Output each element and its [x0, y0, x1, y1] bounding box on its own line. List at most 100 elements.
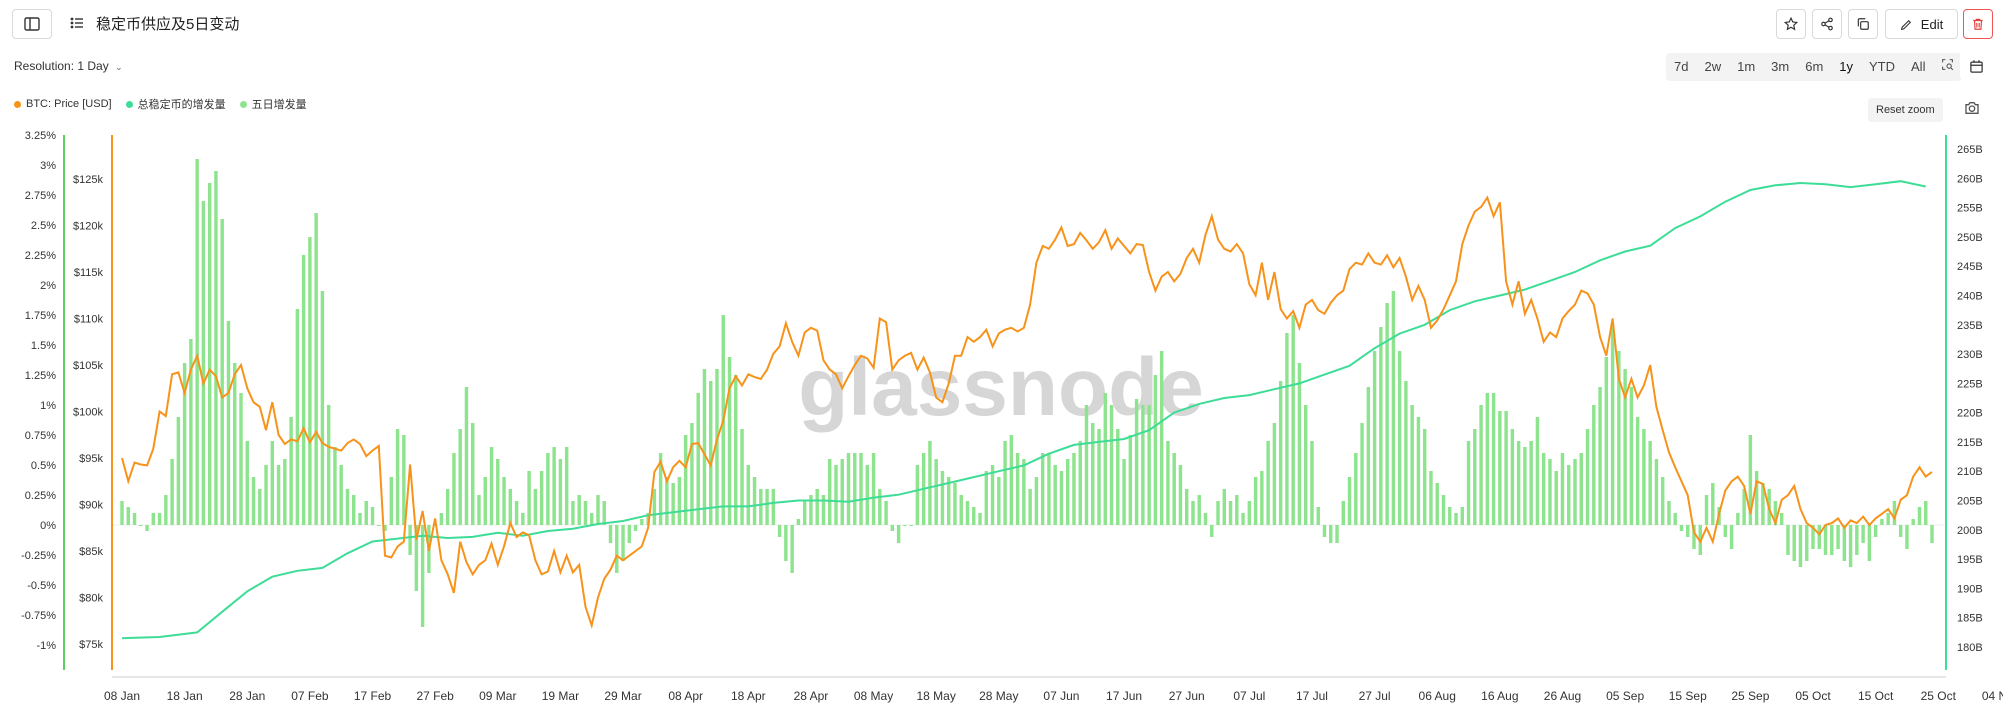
five-day-change-bar — [364, 501, 368, 525]
legend-item-price[interactable]: BTC: Price [USD] — [14, 96, 112, 112]
five-day-change-bar — [1241, 513, 1245, 525]
five-day-change-bar — [1159, 351, 1164, 525]
duplicate-button[interactable] — [1848, 9, 1878, 39]
five-day-change-bar — [1798, 525, 1803, 567]
calendar-button[interactable] — [1960, 52, 1992, 80]
range-6m[interactable]: 6m — [1805, 59, 1824, 74]
five-day-change-bar — [220, 219, 224, 525]
share-icon — [1821, 17, 1833, 31]
five-day-change-bar — [1009, 435, 1014, 525]
five-day-change-bar — [1911, 519, 1915, 525]
delete-button[interactable] — [1963, 9, 1993, 39]
x-tick-label: 27 Jun — [1169, 689, 1205, 703]
five-day-change-bar — [590, 513, 594, 525]
supply-tick-label: 220B — [1957, 408, 1983, 420]
legend-item-supply[interactable]: 总稳定币的增发量 — [125, 96, 226, 112]
five-day-change-bar — [1579, 453, 1583, 525]
five-day-change-bar — [1692, 525, 1696, 549]
five-day-change-bar — [1322, 525, 1327, 537]
five-day-change-bar — [784, 525, 788, 561]
five-day-change-bar — [740, 429, 744, 525]
five-day-change-bar — [683, 435, 688, 525]
five-day-change-bar — [1485, 393, 1490, 525]
five-day-change-bar — [1842, 525, 1847, 561]
five-day-change-bar — [1848, 525, 1853, 567]
five-day-change-bar — [1329, 525, 1333, 543]
five-day-change-bar — [577, 495, 581, 525]
five-day-change-bar — [1924, 501, 1928, 525]
five-day-change-bar — [1429, 471, 1433, 525]
five-day-change-bar — [1635, 417, 1640, 525]
legend-dot-price — [14, 100, 21, 108]
five-day-change-bar — [1147, 405, 1151, 525]
supply-tick-label: 185B — [1957, 613, 1983, 625]
five-day-change-bar — [1648, 441, 1652, 525]
share-button[interactable] — [1812, 9, 1842, 39]
five-day-change-bar — [1830, 525, 1834, 555]
x-tick-label: 28 Jan — [229, 689, 265, 703]
favorite-button[interactable] — [1776, 9, 1806, 39]
star-icon — [1784, 17, 1798, 31]
five-day-change-bar — [677, 477, 682, 525]
five-day-change-bar — [1867, 525, 1872, 561]
five-day-change-bar — [1491, 393, 1496, 525]
reset-zoom-button[interactable]: Reset zoom — [1868, 98, 1943, 122]
range-7d[interactable]: 7d — [1674, 59, 1689, 74]
five-day-change-bar — [377, 525, 381, 526]
five-day-change-bar — [1629, 387, 1634, 525]
five-day-change-bar — [1285, 333, 1289, 525]
edit-button[interactable]: Edit — [1885, 9, 1958, 39]
five-day-change-bar — [558, 459, 563, 525]
five-day-change-bar — [1930, 525, 1934, 543]
resolution-select[interactable]: Resolution: 1 Day ⌄ — [14, 59, 123, 73]
five-day-change-bar — [389, 477, 394, 525]
five-day-change-bar — [1097, 429, 1101, 525]
five-day-change-bar — [1466, 441, 1471, 525]
price-axis-ticks: $125k $120k $115k $110k $105k $100k $95k $90k $8… — [73, 174, 103, 651]
five-day-change-bar — [1391, 291, 1396, 525]
line-series-btc-price — [121, 195, 1933, 630]
five-day-change-bar — [1091, 423, 1095, 525]
range-1m[interactable]: 1m — [1737, 59, 1756, 74]
x-tick-label: 29 Mar — [604, 689, 641, 703]
x-tick-label: 28 May — [979, 689, 1018, 703]
x-tick-label: 28 Apr — [794, 689, 829, 703]
five-day-change-bar — [151, 513, 156, 525]
legend-item-change[interactable]: 五日增发量 — [239, 96, 307, 112]
five-day-change-bar — [1210, 525, 1214, 537]
sidebar-toggle-button[interactable] — [12, 9, 52, 39]
camera-button[interactable] — [1964, 101, 1980, 120]
five-day-change-bar — [946, 477, 951, 525]
five-day-change-bar — [602, 501, 606, 525]
five-day-change-bar — [1585, 429, 1590, 525]
x-tick-label: 18 Apr — [731, 689, 766, 703]
five-day-change-bar — [464, 387, 469, 525]
zoom-select-button[interactable] — [1933, 53, 1962, 81]
metric-list-icon — [70, 17, 83, 29]
five-day-change-bar — [1560, 453, 1565, 525]
pct-tick-label: 1% — [40, 400, 56, 412]
five-day-change-bar — [771, 489, 776, 525]
five-day-change-bar — [1917, 507, 1922, 525]
five-day-change-bar — [1754, 471, 1759, 525]
five-day-change-bar — [1003, 441, 1007, 525]
supply-tick-label: 180B — [1957, 642, 1983, 654]
five-day-change-bar — [715, 369, 719, 525]
range-1y[interactable]: 1y — [1839, 59, 1854, 74]
five-day-change-bar — [928, 441, 932, 525]
x-tick-label: 25 Sep — [1731, 689, 1769, 703]
five-day-change-bar — [1141, 405, 1145, 525]
five-day-change-bar — [790, 525, 794, 573]
five-day-change-bar — [120, 501, 124, 525]
supply-tick-label: 210B — [1957, 466, 1983, 478]
five-day-change-bar — [1792, 525, 1796, 561]
range-all[interactable]: All — [1911, 59, 1926, 74]
range-3m[interactable]: 3m — [1771, 59, 1790, 74]
supply-tick-label: 265B — [1957, 144, 1983, 156]
five-day-change-bar — [965, 501, 970, 525]
range-2w[interactable]: 2w — [1704, 59, 1722, 74]
five-day-change-bar — [890, 525, 895, 531]
chevron-down-icon: ⌄ — [115, 62, 123, 72]
five-day-change-bar — [1047, 453, 1051, 525]
range-ytd[interactable]: YTD — [1869, 59, 1896, 74]
